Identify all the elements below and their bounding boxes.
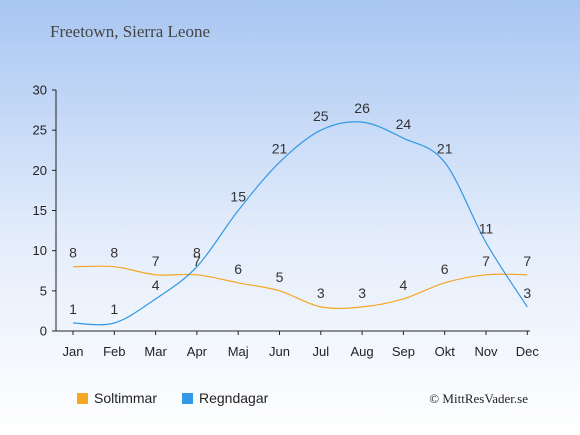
legend-swatch-soltimmar [77,393,88,404]
legend-label-soltimmar: Soltimmar [94,390,157,406]
data-label-regndagar: 1 [110,301,118,317]
data-label-soltimmar: 7 [152,253,160,269]
chart-title: Freetown, Sierra Leone [50,22,210,41]
x-tick-label: Aug [351,344,374,359]
data-label-soltimmar: 6 [234,261,242,277]
data-label-soltimmar: 8 [69,245,77,261]
y-tick-label: 10 [33,243,47,258]
data-label-soltimmar: 7 [523,253,531,269]
x-tick-label: Dec [516,344,540,359]
data-label-regndagar: 4 [152,277,160,293]
x-tick-label: Sep [392,344,415,359]
x-tick-label: Maj [228,344,249,359]
data-label-regndagar: 11 [479,221,494,237]
x-tick-label: Jan [63,344,84,359]
data-label-regndagar: 21 [272,140,288,156]
legend-swatch-regndagar [182,393,193,404]
data-label-regndagar: 25 [313,108,329,124]
series-line-regndagar [72,121,528,326]
data-label-soltimmar: 6 [441,261,449,277]
x-tick-label: Nov [474,344,498,359]
data-label-soltimmar: 4 [400,277,408,293]
x-tick-label: Jun [269,344,290,359]
data-label-soltimmar: 5 [276,269,284,285]
y-tick-label: 5 [40,283,47,298]
data-label-soltimmar: 7 [482,253,490,269]
data-label-soltimmar: 8 [110,245,118,261]
data-label-regndagar: 24 [396,116,412,132]
data-label-regndagar: 8 [193,245,201,261]
x-tick-label: Apr [187,344,208,359]
y-tick-label: 30 [33,83,47,98]
data-label-regndagar: 3 [523,285,531,301]
y-tick-label: 0 [40,324,47,339]
series-lines [72,121,528,326]
x-tick-label: Okt [435,344,456,359]
legend-label-regndagar: Regndagar [199,390,269,406]
y-tick-label: 15 [33,203,47,218]
x-tick-label: Mar [144,344,167,359]
credit-text: © MittResVader.se [429,391,528,406]
x-tick-label: Feb [103,344,125,359]
data-label-regndagar: 15 [230,189,246,205]
data-label-regndagar: 21 [437,140,453,156]
y-tick-label: 20 [33,163,47,178]
data-label-regndagar: 26 [354,100,370,116]
data-label-soltimmar: 7 [193,253,201,269]
data-label-regndagar: 1 [69,301,77,317]
series-line-soltimmar [72,265,528,310]
legend: Soltimmar Regndagar [77,390,269,406]
data-label-soltimmar: 3 [358,285,366,301]
x-tick-label: Jul [312,344,329,359]
data-label-soltimmar: 3 [317,285,325,301]
y-tick-label: 25 [33,123,47,138]
